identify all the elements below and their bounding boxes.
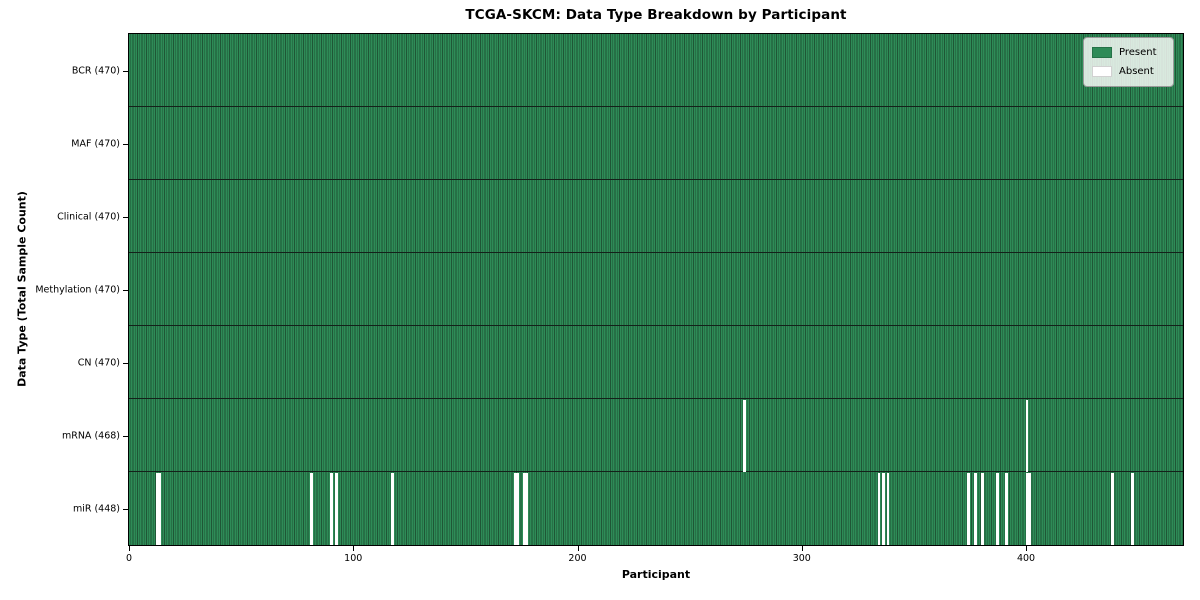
absent-mark-mir-377 (974, 472, 977, 545)
absent-mark-mir-391 (1005, 472, 1009, 545)
y-tick-mark (123, 143, 128, 145)
x-axis-label: Participant (621, 568, 691, 581)
absent-mark-mrna-400 (1025, 399, 1029, 472)
x-tick-label: 0 (125, 553, 133, 564)
x-tick-mark (129, 546, 130, 551)
absent-mark-mrna-274 (743, 399, 746, 472)
row-band-clinical (129, 180, 1183, 253)
x-tick-mark (353, 546, 355, 551)
y-axis-label: Data Type (Total Sample Count) (15, 191, 29, 387)
row-band-bcr (129, 34, 1183, 107)
plot-area (128, 33, 1184, 546)
x-tick-mark (1026, 546, 1028, 551)
row-band-maf (129, 107, 1183, 180)
legend: Present Absent (1083, 37, 1174, 87)
x-tick-mark (801, 546, 803, 551)
y-tick-mark (123, 289, 128, 291)
chart-title: TCGA-SKCM: Data Type Breakdown by Partic… (465, 7, 847, 23)
absent-mark-mir-438 (1110, 472, 1114, 545)
row-band-methylation (129, 253, 1183, 326)
row-band-mrna (129, 399, 1183, 472)
absent-mark-mir-374 (967, 472, 971, 545)
absent-mark-mir-81 (310, 472, 314, 545)
absent-mark-mir-12 (155, 472, 159, 545)
y-tick-label-cn: CN (470) (77, 357, 120, 368)
y-tick-mark (123, 362, 128, 364)
y-tick-label-clinical: Clinical (470) (57, 211, 120, 222)
x-tick-mark (577, 546, 579, 551)
absent-mark-mir-338 (886, 472, 890, 545)
y-tick-mark (123, 70, 128, 72)
absent-mark-mir-173 (516, 472, 520, 545)
absent-mark-mir-90 (330, 472, 334, 545)
x-tick-label: 100 (344, 553, 363, 564)
legend-swatch-absent-icon (1092, 66, 1112, 77)
y-tick-mark (123, 216, 128, 218)
legend-label-absent: Absent (1119, 66, 1154, 77)
absent-mark-mir-400 (1025, 472, 1029, 545)
legend-item-present: Present (1092, 47, 1165, 58)
y-tick-label-mir: miR (448) (72, 503, 120, 514)
absent-mark-mir-92 (334, 472, 338, 545)
y-tick-label-bcr: BCR (470) (71, 65, 120, 76)
absent-mark-mir-13 (157, 472, 161, 545)
y-tick-label-maf: MAF (470) (71, 138, 120, 149)
y-tick-label-mrna: mRNA (468) (61, 430, 120, 441)
absent-mark-mir-172 (514, 472, 518, 545)
absent-mark-mir-447 (1131, 472, 1134, 545)
x-tick-label: 400 (1016, 553, 1036, 564)
absent-mark-mir-177 (525, 472, 529, 545)
legend-item-absent: Absent (1092, 66, 1165, 77)
absent-mark-mir-387 (996, 472, 1000, 545)
absent-mark-mir-380 (980, 472, 984, 545)
absent-mark-mir-401 (1027, 472, 1031, 545)
legend-swatch-present-icon (1092, 47, 1112, 58)
y-tick-mark (123, 435, 128, 437)
x-tick-label: 200 (568, 553, 587, 564)
legend-label-present: Present (1119, 47, 1157, 58)
row-band-cn (129, 326, 1183, 399)
absent-mark-mir-176 (523, 472, 527, 545)
absent-mark-mir-334 (877, 472, 881, 545)
absent-mark-mir-336 (882, 472, 885, 545)
x-tick-label: 300 (792, 553, 811, 564)
y-tick-mark (123, 508, 128, 510)
y-tick-label-methylation: Methylation (470) (35, 284, 120, 295)
absent-mark-mir-117 (390, 472, 394, 545)
